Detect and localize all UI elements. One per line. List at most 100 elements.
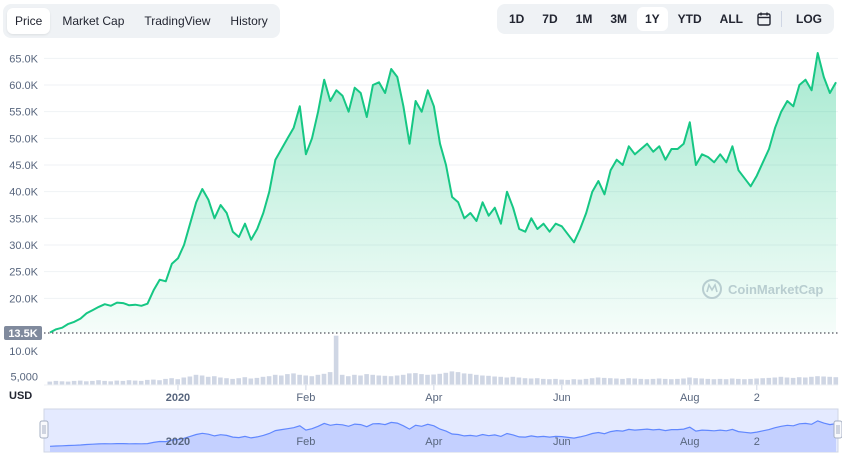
volume-bar bbox=[778, 376, 784, 385]
volume-bar bbox=[370, 374, 375, 385]
navigator-tick-label: Aug bbox=[680, 436, 700, 448]
chart-tab-bar: Price Market Cap TradingView History bbox=[3, 4, 280, 38]
volume-bar bbox=[717, 378, 723, 385]
volume-bar bbox=[272, 374, 278, 385]
volume-bar bbox=[547, 379, 552, 385]
volume-bar bbox=[577, 379, 583, 385]
volume-bar bbox=[236, 378, 241, 385]
volume-bar bbox=[382, 375, 388, 385]
tab-market-cap[interactable]: Market Cap bbox=[62, 14, 125, 28]
volume-bar bbox=[339, 374, 345, 385]
range-button-1m[interactable]: 1M bbox=[575, 12, 593, 26]
range-navigator[interactable]: 2020 Feb Apr Jun Aug 2 bbox=[39, 408, 842, 453]
volume-bar bbox=[260, 376, 266, 385]
volume-bar bbox=[656, 378, 662, 385]
volume-bar bbox=[114, 380, 120, 385]
volume-bar bbox=[266, 376, 272, 385]
volume-bar bbox=[346, 376, 351, 385]
volume-bar bbox=[705, 378, 711, 385]
y-tick-label: 65.0K bbox=[9, 53, 38, 65]
volume-bar bbox=[145, 379, 150, 385]
currency-label: USD bbox=[9, 390, 32, 402]
volume-bar bbox=[65, 381, 71, 385]
volume-bar bbox=[303, 375, 308, 385]
volume-bar bbox=[723, 379, 729, 385]
volume-bar bbox=[419, 374, 424, 385]
range-button-3m[interactable]: 3M bbox=[610, 12, 627, 26]
volume-bar bbox=[248, 378, 254, 385]
navigator-window[interactable] bbox=[43, 408, 839, 453]
x-tick-label: Apr bbox=[425, 392, 442, 404]
navigator-left-handle[interactable] bbox=[39, 420, 49, 439]
volume-bar bbox=[461, 373, 467, 385]
volume-bar bbox=[431, 374, 436, 385]
volume-bar bbox=[486, 375, 491, 385]
volume-bar bbox=[96, 380, 101, 385]
log-scale-button[interactable]: LOG bbox=[796, 12, 822, 26]
y-tick-label: 60.0K bbox=[9, 80, 38, 92]
watermark: CoinMarketCap bbox=[702, 279, 823, 299]
volume-bar bbox=[711, 379, 717, 385]
calendar-icon[interactable] bbox=[753, 9, 775, 29]
volume-bar bbox=[297, 374, 302, 385]
volume-bar bbox=[151, 379, 156, 385]
volume-bar bbox=[279, 375, 284, 385]
volume-bar bbox=[212, 376, 217, 385]
volume-bar bbox=[437, 373, 442, 385]
volume-bar bbox=[47, 381, 53, 385]
y-tick-label: 25.0K bbox=[9, 267, 38, 279]
x-tick-label: Jun bbox=[553, 392, 571, 404]
volume-bar bbox=[467, 373, 473, 385]
volume-bar bbox=[77, 380, 83, 385]
baseline-badge-label: 13.5K bbox=[8, 328, 37, 340]
volume-bar bbox=[71, 380, 77, 385]
volume-bar bbox=[242, 377, 248, 385]
range-button-7d[interactable]: 7D bbox=[542, 12, 558, 26]
y-axis: 20.0K 25.0K 30.0K 35.0K 40.0K 45.0K 50.0K 55.0K… bbox=[4, 53, 42, 340]
coinmarketcap-logo-icon bbox=[702, 279, 722, 299]
volume-bar bbox=[321, 373, 327, 385]
volume-bar bbox=[53, 380, 59, 385]
volume-bar bbox=[553, 378, 558, 385]
volume-bar bbox=[608, 378, 613, 385]
navigator-right-handle[interactable] bbox=[833, 420, 842, 439]
volume-bar bbox=[59, 381, 65, 385]
volume-bar bbox=[595, 377, 601, 385]
y-tick-label: 50.0K bbox=[9, 133, 38, 145]
volume-bar bbox=[425, 374, 430, 385]
tab-tradingview[interactable]: TradingView bbox=[144, 14, 211, 28]
tab-history[interactable]: History bbox=[230, 14, 268, 28]
price-area bbox=[44, 52, 838, 334]
volume-bar bbox=[407, 373, 412, 385]
navigator-area bbox=[50, 420, 836, 452]
volume-bar bbox=[821, 376, 826, 385]
volume-bar bbox=[766, 377, 772, 385]
x-tick-label: 2 bbox=[754, 392, 760, 404]
volume-bar bbox=[480, 375, 485, 385]
volume-bar bbox=[815, 376, 820, 385]
volume-bar bbox=[583, 378, 589, 385]
volume-bar bbox=[614, 378, 619, 385]
range-button-1y[interactable]: 1Y bbox=[636, 7, 668, 31]
y-tick-label: 20.0K bbox=[9, 293, 38, 305]
volume-bar bbox=[601, 377, 607, 385]
range-divider bbox=[781, 11, 782, 27]
y-tick-label: 45.0K bbox=[9, 160, 38, 172]
navigator-tick-label: Apr bbox=[425, 436, 442, 448]
range-button-1d[interactable]: 1D bbox=[508, 12, 525, 26]
volume-bar bbox=[736, 378, 741, 385]
navigator-tick-label: 2020 bbox=[166, 436, 190, 448]
volume-bar bbox=[474, 374, 479, 385]
volume-bar bbox=[662, 378, 668, 385]
range-button-all[interactable]: ALL bbox=[719, 12, 743, 26]
range-button-ytd[interactable]: YTD bbox=[677, 12, 702, 26]
tab-price[interactable]: Price bbox=[7, 8, 51, 34]
volume-bar bbox=[571, 379, 577, 385]
volume-bar bbox=[528, 378, 534, 385]
volume-bar bbox=[376, 375, 382, 385]
volume-bar bbox=[327, 372, 333, 385]
navigator-line bbox=[49, 420, 837, 447]
volume-bar bbox=[833, 377, 839, 385]
volume-bar bbox=[388, 376, 394, 385]
volume-bar bbox=[589, 378, 595, 385]
